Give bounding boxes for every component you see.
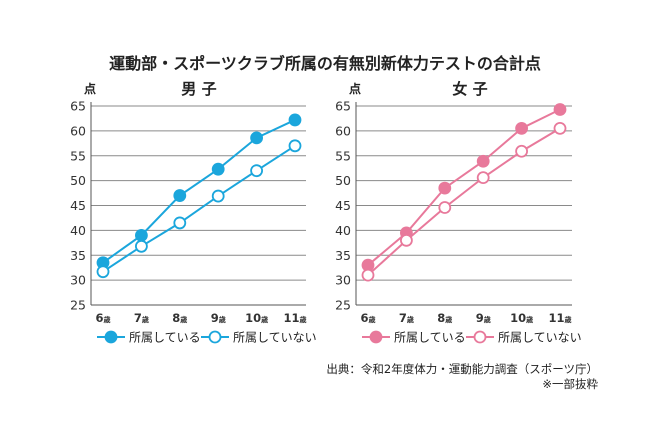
x-tick-label: 11歳	[548, 311, 571, 325]
x-tick-label: 6歳	[95, 311, 110, 325]
y-tick-label: 40	[70, 223, 86, 238]
series-line	[102, 144, 296, 273]
data-point	[134, 228, 148, 242]
y-tick-label: 65	[70, 99, 86, 114]
data-point	[553, 121, 567, 135]
source-text: 出典：令和2年度体力・運動能力調査（スポーツ庁）	[326, 362, 598, 376]
x-tick-label: 8歳	[437, 311, 452, 325]
data-point	[211, 189, 225, 203]
x-tick-label: 11歳	[283, 311, 306, 325]
data-point	[438, 201, 452, 214]
legend-label: 所属している	[394, 331, 466, 345]
x-tick-label: 10歳	[510, 311, 533, 325]
y-tick-label: 50	[335, 173, 351, 188]
x-tick-label: 6歳	[360, 311, 375, 325]
note-text: ※一部抜粋	[542, 377, 598, 391]
y-tick-label: 65	[335, 99, 351, 114]
data-point	[399, 233, 413, 247]
x-tick-label: 8歳	[172, 311, 187, 325]
series-line	[102, 119, 296, 264]
y-axis-label: 点	[349, 81, 361, 96]
legend-label: 所属している	[129, 331, 201, 345]
legend-label: 所属していない	[498, 331, 582, 345]
y-tick-label: 55	[335, 148, 351, 163]
y-tick-label: 50	[70, 173, 86, 188]
y-tick-label: 25	[335, 298, 351, 313]
y-tick-label: 55	[70, 148, 86, 163]
y-tick-label: 40	[335, 223, 351, 238]
legend-marker	[369, 330, 383, 344]
data-point	[288, 113, 302, 127]
data-point	[515, 121, 528, 135]
data-point	[250, 131, 264, 145]
data-point	[134, 239, 148, 253]
series-line	[367, 127, 561, 276]
y-tick-label: 45	[70, 198, 86, 213]
data-point	[438, 181, 452, 195]
series-line	[367, 108, 561, 266]
panel-title: 女 子	[452, 80, 487, 98]
data-point	[211, 162, 225, 176]
y-tick-label: 45	[335, 198, 351, 213]
legend-marker	[104, 330, 118, 344]
x-tick-label: 7歳	[399, 311, 414, 325]
x-tick-label: 7歳	[134, 311, 149, 325]
y-tick-label: 25	[70, 298, 86, 313]
data-point	[476, 154, 490, 168]
y-tick-label: 30	[335, 273, 351, 288]
legend-marker	[208, 330, 222, 344]
chart-title: 運動部・スポーツクラブ所属の有無別新体力テストの合計点	[109, 54, 541, 73]
y-axis-label: 点	[84, 81, 96, 96]
data-point	[361, 268, 375, 282]
data-point	[173, 189, 187, 202]
data-point	[288, 139, 302, 153]
x-tick-label: 10歳	[245, 311, 268, 325]
y-tick-label: 35	[335, 248, 351, 263]
y-tick-label: 30	[70, 273, 86, 288]
x-tick-label: 9歳	[476, 311, 491, 325]
data-point	[476, 171, 490, 185]
data-point	[173, 216, 187, 230]
data-point	[553, 103, 567, 116]
legend-label: 所属していない	[233, 331, 317, 345]
data-point	[96, 265, 110, 279]
y-tick-label: 60	[70, 123, 86, 138]
panel-title: 男 子	[181, 80, 216, 98]
y-tick-label: 60	[335, 123, 351, 138]
legend-marker	[473, 330, 487, 344]
x-tick-label: 9歳	[211, 311, 226, 325]
data-point	[250, 164, 264, 178]
y-tick-label: 35	[70, 248, 86, 263]
data-point	[515, 144, 528, 158]
